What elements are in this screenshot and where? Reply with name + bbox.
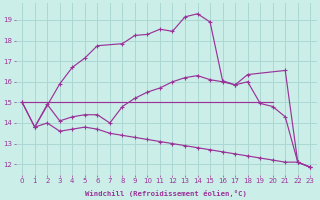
X-axis label: Windchill (Refroidissement éolien,°C): Windchill (Refroidissement éolien,°C) (85, 190, 247, 197)
